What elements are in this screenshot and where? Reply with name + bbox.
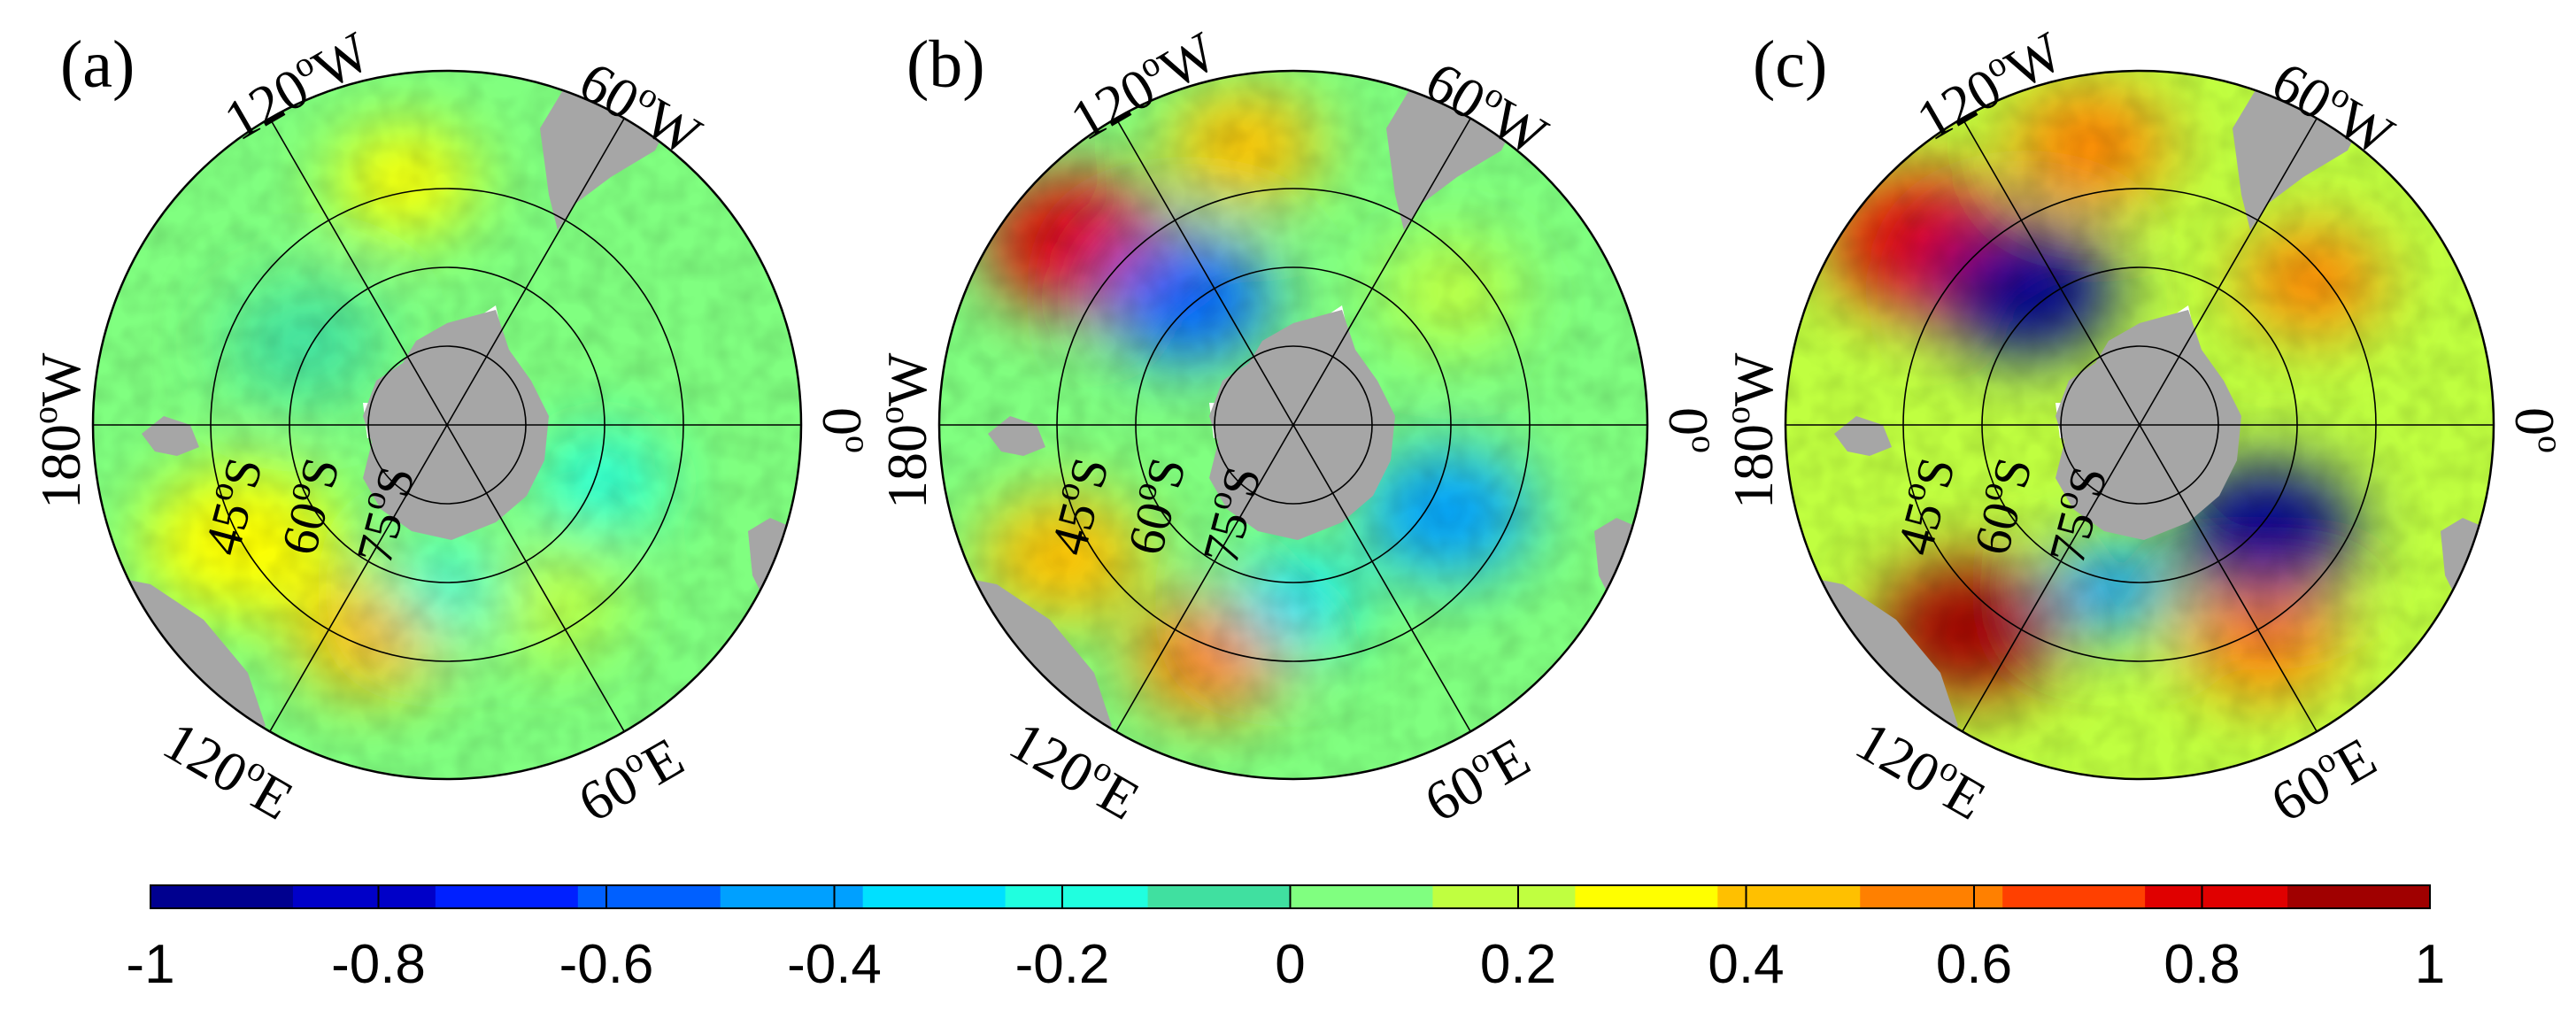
colorbar-segment xyxy=(1147,885,1292,908)
colorbar-segment xyxy=(2145,885,2288,908)
colorbar-segment xyxy=(150,885,294,908)
meridian-60w-120e xyxy=(1962,118,2318,732)
lat-label-45s: 45oS xyxy=(1878,450,1966,560)
new-zealand-land xyxy=(1834,416,1892,456)
panel-b-label: (b) xyxy=(906,27,985,102)
new-zealand-land xyxy=(988,416,1045,456)
colorbar-ticks: -1 -0.8 -0.6 -0.4 -0.2 0 0.2 0.4 0.6 0.8 1 xyxy=(126,885,2445,995)
colorbar-segment xyxy=(1005,885,1149,908)
colorbar-segment xyxy=(577,885,721,908)
meridian-60w-120e xyxy=(269,118,625,732)
meridian-60w-120e xyxy=(1115,118,1471,732)
lon-label-0: 0o xyxy=(811,407,878,453)
colorbar-tick-label: -0.2 xyxy=(1015,934,1110,995)
colorbar-tick-label: -0.8 xyxy=(331,934,426,995)
colorbar-segment xyxy=(292,885,436,908)
colorbar: -1 -0.8 -0.6 -0.4 -0.2 0 0.2 0.4 0.6 0.8 1 xyxy=(126,884,2445,995)
colorbar-tick-label: -1 xyxy=(126,934,174,995)
colorbar-tick-label: -0.6 xyxy=(559,934,654,995)
colorbar-segment xyxy=(720,885,864,908)
panel-c-field xyxy=(1785,71,2494,779)
colorbar-segment xyxy=(1575,885,1718,908)
colorbar-tick-label: 0 xyxy=(1275,934,1305,995)
panel-c-label: (c) xyxy=(1753,27,1827,102)
africa-land xyxy=(748,518,801,620)
colorbar-tick-label: 0.6 xyxy=(1936,934,2012,995)
panel-a: (a) 120oW 60oW 120oE 60oE 180oW 0o 45oS … xyxy=(25,19,878,834)
lon-label-180w: 180oW xyxy=(25,352,92,509)
colorbar-segment xyxy=(435,885,579,908)
new-zealand-land xyxy=(142,416,199,456)
panel-a-label: (a) xyxy=(60,27,135,102)
colorbar-segment xyxy=(2002,885,2146,908)
colorbar-segment xyxy=(1860,885,2003,908)
colorbar-tick-label: 0.4 xyxy=(1708,934,1784,995)
colorbar-segment xyxy=(1717,885,1861,908)
colorbar-tick-label: 1 xyxy=(2415,934,2445,995)
colorbar-segment xyxy=(2287,885,2431,908)
panel-a-field xyxy=(93,71,801,779)
colorbar-segment xyxy=(862,885,1006,908)
colorbar-segment xyxy=(1432,885,1576,908)
africa-land xyxy=(2441,518,2494,620)
lat-label-75s: 75oS xyxy=(2031,459,2118,569)
panel-b-graticule xyxy=(939,118,1647,732)
lon-label-0: 0o xyxy=(2503,407,2571,453)
colorbar-tick-label: 0.8 xyxy=(2163,934,2240,995)
lon-label-180w: 180oW xyxy=(1717,352,1785,509)
panel-b-field xyxy=(939,71,1647,779)
colorbar-tick-label: -0.4 xyxy=(787,934,882,995)
lon-label-0: 0o xyxy=(1657,407,1724,453)
lon-label-180w: 180oW xyxy=(871,352,938,509)
colorbar-segment xyxy=(1290,885,1434,908)
panel-b: (b) 120oW 60oW 120oE 60oE 180oW 0o 45oS … xyxy=(871,19,1724,834)
panel-c: (c) 120oW 60oW 120oE 60oE 180oW 0o 45oS … xyxy=(1717,19,2571,834)
colorbar-segments xyxy=(150,885,2431,908)
panel-c-graticule xyxy=(1785,118,2494,732)
colorbar-tick-label: 0.2 xyxy=(1480,934,1556,995)
africa-land xyxy=(1594,518,1647,620)
panel-a-graticule xyxy=(93,118,801,732)
